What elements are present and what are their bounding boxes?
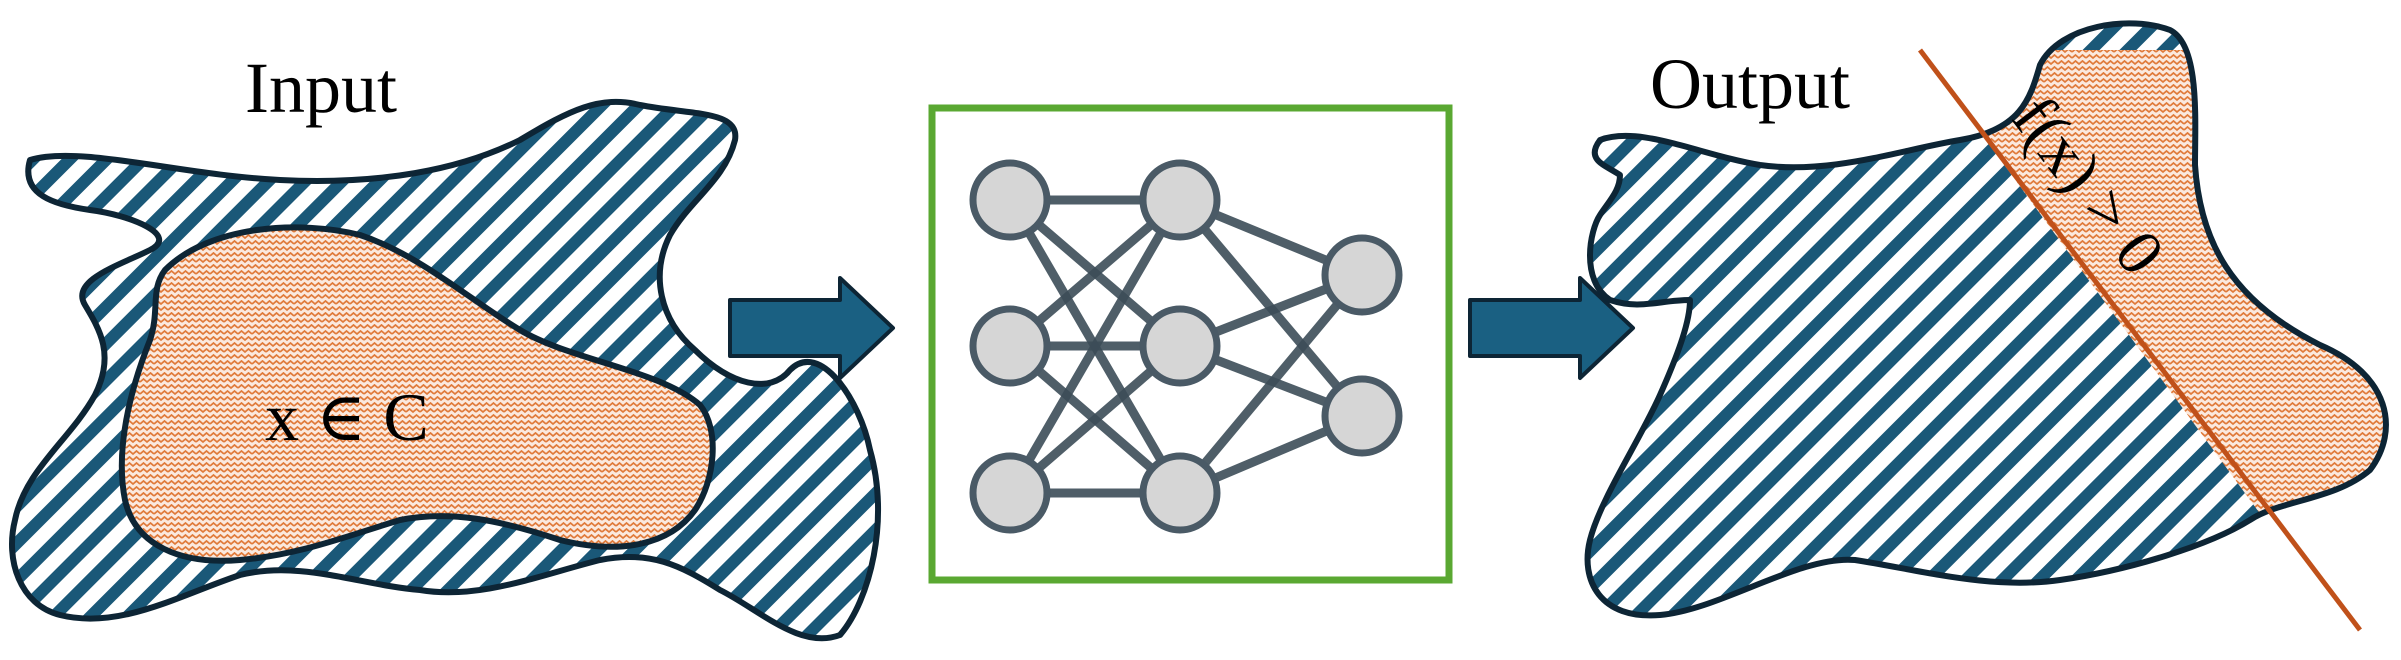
neuron-layer3-1 bbox=[1321, 234, 1403, 316]
arrow-to-network bbox=[728, 276, 895, 380]
output-title: Output bbox=[1650, 44, 1850, 124]
edge-l2-3-to-l3-1 bbox=[1176, 272, 1366, 496]
arrow-to-output bbox=[1468, 276, 1635, 380]
output-shape-outline bbox=[1584, 20, 2389, 619]
neuron-layer2-1 bbox=[1139, 159, 1221, 241]
neuron-layer1-3 bbox=[969, 452, 1051, 534]
input-inner-shape bbox=[118, 224, 716, 564]
network-nodes bbox=[969, 159, 1403, 534]
neuron-layer3-2 bbox=[1321, 375, 1403, 457]
input-region-label: x ∈ C bbox=[265, 379, 429, 455]
neuron-layer1-2 bbox=[969, 305, 1051, 387]
neuron-layer1-1 bbox=[969, 159, 1051, 241]
neuron-layer2-3 bbox=[1139, 452, 1221, 534]
edge-l1-3-to-l2-1 bbox=[1006, 197, 1184, 496]
decision-boundary-line bbox=[1918, 48, 2362, 632]
input-title: Input bbox=[245, 48, 397, 128]
neuron-layer2-2 bbox=[1139, 305, 1221, 387]
input-region bbox=[9, 99, 882, 642]
